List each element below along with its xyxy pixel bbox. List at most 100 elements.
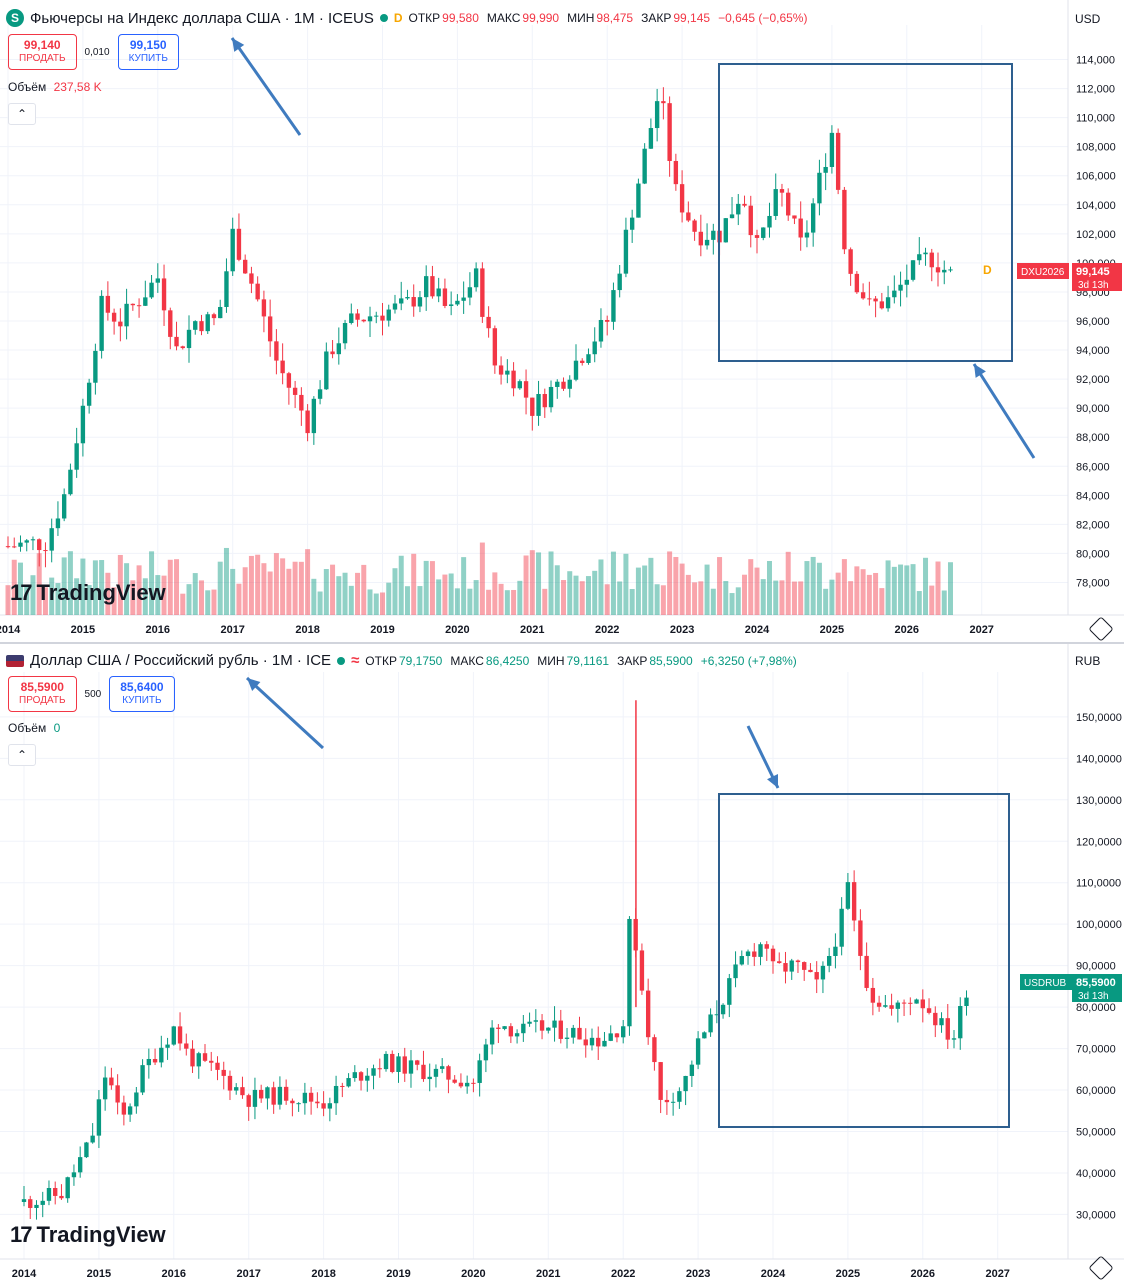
candle-body	[65, 1177, 70, 1199]
x-tick-label: 2020	[445, 624, 469, 636]
candle-body	[283, 1086, 289, 1101]
candle-body	[417, 297, 423, 307]
candle-body	[202, 1053, 208, 1061]
candle-body	[683, 1075, 688, 1092]
collapse-legend-button[interactable]: ⌃	[8, 103, 36, 125]
candle-body	[193, 321, 198, 330]
logo-text: TradingView	[36, 1222, 166, 1247]
volume-bar	[74, 578, 80, 615]
candle-body	[858, 920, 863, 956]
candle-body	[396, 1056, 401, 1072]
candle-body	[211, 314, 217, 319]
annotation-arrow	[230, 37, 302, 136]
x-tick-label: 2021	[536, 1268, 560, 1280]
dxy-title[interactable]: Фьючерсы на Индекс доллара США · 1М · IC…	[30, 9, 374, 27]
volume-bar	[685, 574, 691, 615]
buy-price: 85,6400	[120, 680, 164, 694]
arrow-head	[232, 38, 245, 52]
tradingview-logo: 17 TradingView	[10, 580, 166, 606]
volume-bar	[873, 572, 879, 615]
x-tick-label: 2023	[670, 624, 694, 636]
candle-body	[242, 259, 248, 274]
volume-bar	[592, 570, 598, 615]
candle-body	[365, 1075, 370, 1081]
volume-bar	[929, 585, 935, 615]
volume-bar	[317, 591, 323, 615]
candle-body	[764, 944, 769, 949]
candle-body	[93, 350, 98, 383]
candle-body	[942, 269, 947, 273]
candle-body	[521, 1023, 526, 1034]
low-label: МИН	[537, 653, 565, 668]
candle-body	[305, 410, 310, 434]
currency-label[interactable]: USD	[1075, 12, 1101, 26]
volume-bar	[436, 579, 442, 615]
candle-body	[171, 1026, 176, 1045]
candle-body	[290, 1100, 295, 1104]
candle-body	[458, 1082, 464, 1087]
candle-body	[265, 1087, 270, 1099]
usdrub-title[interactable]: Доллар США / Российский рубль · 1М · ICE	[30, 652, 332, 669]
buy-button[interactable]: 85,6400 КУПИТЬ	[109, 676, 175, 712]
volume-bar	[192, 573, 198, 615]
candle-body	[695, 1038, 701, 1065]
volume-bar	[673, 556, 679, 615]
candle-body	[190, 1048, 195, 1067]
candle-body	[471, 1082, 476, 1084]
candle-body	[5, 546, 11, 548]
currency-label[interactable]: RUB	[1075, 654, 1101, 668]
volume-bar	[854, 566, 860, 615]
candle-body	[926, 1008, 932, 1013]
volume-bar	[205, 590, 211, 615]
candle-body	[839, 908, 844, 947]
volume-bar	[473, 580, 479, 615]
candle-body	[399, 298, 404, 304]
ticker-label: USDRUB	[1024, 978, 1067, 989]
candle-body	[218, 306, 223, 319]
volume-bar	[42, 587, 48, 615]
y-tick-label: 112,000	[1076, 84, 1115, 96]
volume-bar	[242, 567, 248, 615]
candle-body	[205, 314, 210, 332]
candle-body	[602, 1040, 607, 1047]
candle-body	[236, 228, 242, 260]
volume-bar	[380, 592, 385, 615]
candle-body	[939, 1018, 944, 1026]
candle-body	[299, 394, 304, 411]
open-label: ОТКР	[365, 653, 397, 668]
sell-button[interactable]: 99,140 ПРОДАТЬ	[8, 34, 77, 70]
volume-bar	[330, 564, 336, 615]
volume-bar	[386, 582, 392, 615]
candle-body	[427, 1076, 432, 1080]
close-label: ЗАКР	[617, 653, 648, 668]
candle-body	[349, 313, 354, 324]
candle-body	[405, 297, 410, 299]
y-tick-label: 150,0000	[1076, 712, 1122, 724]
x-tick-label: 2017	[236, 1268, 260, 1280]
candle-body	[424, 276, 429, 298]
candle-body	[642, 148, 647, 184]
candle-body	[340, 1085, 345, 1087]
volume-bar	[629, 588, 635, 615]
dxy-chart[interactable]: 114,000 112,000 110,000 108,000 106,000 104,0…	[0, 0, 1124, 642]
candle-body	[215, 1062, 220, 1070]
volume-bar	[679, 563, 685, 615]
candle-body	[261, 299, 267, 317]
usdrub-chart[interactable]: 150,0000 140,0000 130,0000 120,0000 110,0000…	[0, 644, 1124, 1280]
candle-body	[564, 1037, 570, 1039]
candle-body	[895, 1002, 901, 1009]
candle-body	[234, 1087, 239, 1091]
volume-bar	[742, 574, 748, 615]
candle-body	[536, 394, 541, 416]
volume-bar	[17, 562, 23, 615]
candle-body	[74, 443, 79, 470]
buy-button[interactable]: 99,150 КУПИТЬ	[117, 34, 179, 70]
candle-body	[673, 160, 679, 185]
candle-body	[820, 965, 826, 980]
market-open-dot	[379, 14, 388, 22]
sell-button[interactable]: 85,5900 ПРОДАТЬ	[8, 676, 77, 712]
candle-body	[168, 310, 173, 337]
candle-body	[892, 290, 897, 298]
candle-body	[623, 229, 629, 274]
collapse-legend-button[interactable]: ⌃	[8, 744, 36, 766]
